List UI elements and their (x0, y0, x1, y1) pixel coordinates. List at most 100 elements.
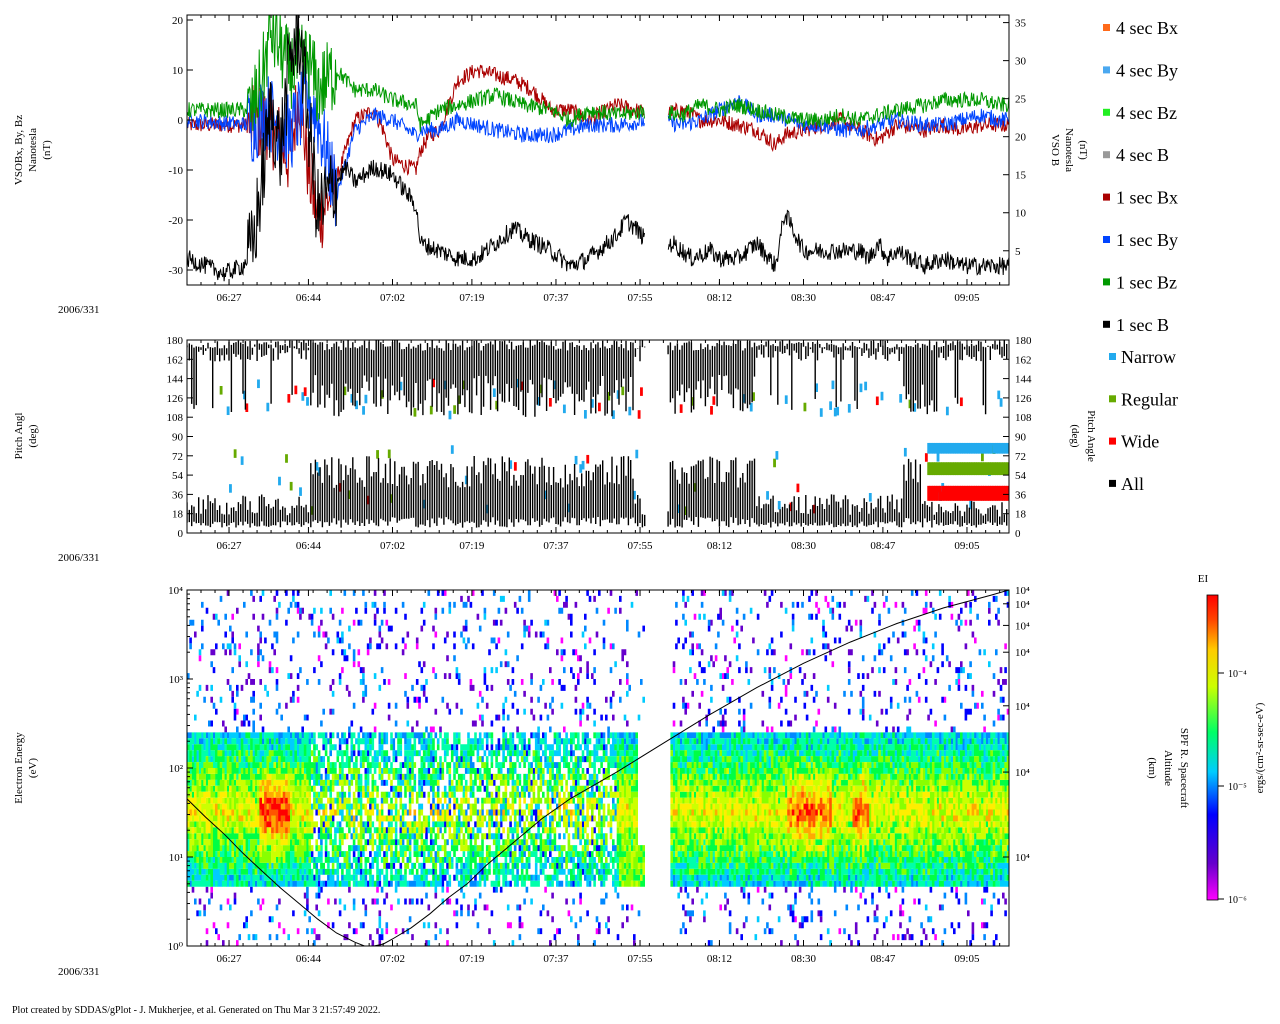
pitch-cell-regular (927, 462, 931, 476)
pitch-cell-narrow (969, 500, 973, 510)
pitch-ytick: 18 (172, 509, 184, 521)
spec-ylabel-2: (eV) (27, 758, 39, 778)
pitch-ytick: 0 (178, 528, 184, 540)
pitch-cell-regular (976, 462, 980, 476)
pitch-cell-wide (789, 502, 793, 512)
spec-cells-level-3 (187, 590, 1007, 946)
pitch-cell-narrow (962, 442, 966, 454)
pitch-cell-regular (945, 462, 949, 476)
pitch-all-lower (187, 456, 1008, 528)
pitch-ytick: 54 (172, 470, 184, 482)
pitch-cell-regular (964, 462, 968, 476)
mag-y2tick: 25 (1015, 94, 1027, 106)
pitch-cell-narrow (903, 447, 907, 457)
pitch-cell-narrow (516, 378, 520, 388)
pitch-cell-narrow (742, 394, 746, 403)
pitch-cell-narrow (964, 442, 968, 454)
spec-cells-level-9 (187, 773, 1009, 852)
pitch-cell-narrow (301, 392, 305, 401)
spec-y2tick: 10⁴ (1015, 767, 1030, 779)
pitch-cell-wide (976, 485, 980, 501)
pitch-cell-wide (287, 394, 291, 403)
pitch-cell-wide (964, 485, 968, 501)
pitch-cell-narrow (399, 381, 403, 391)
pitch-cell-narrow (864, 381, 868, 391)
pitch-cell-regular (1001, 462, 1005, 476)
pitch-cell-regular (219, 386, 223, 395)
date-label-2: 2006/331 (58, 552, 100, 564)
pitch-cell-narrow (927, 442, 931, 454)
pitch-y2label-2: (deg) (1069, 424, 1081, 448)
spec-time-tick: 06:27 (217, 953, 243, 965)
pitch-cell-wide (994, 485, 998, 501)
pitch-cell-narrow (633, 490, 636, 500)
spec-cells-level-10 (189, 779, 1009, 840)
pitch-cell-narrow (448, 410, 452, 420)
pitch-cell-regular (310, 506, 314, 515)
pitch-time-tick: 08:47 (870, 540, 896, 552)
spec-y2label-2: Altitude (1162, 750, 1174, 786)
legend-label: 1 sec Bx (1116, 188, 1178, 208)
pitch-cell-regular (980, 462, 984, 476)
pitch-y2tick: 90 (1015, 432, 1027, 444)
pitch-cell-narrow (943, 442, 947, 454)
date-label-1: 2006/331 (58, 304, 100, 316)
pitch-cell-regular (539, 384, 543, 394)
pitch-cell-narrow (948, 442, 952, 454)
pitch-cell-narrow (994, 442, 998, 454)
pitch-cell-regular (289, 481, 293, 491)
spec-time-tick: 07:02 (380, 953, 405, 965)
pitch-cell-narrow (847, 404, 851, 413)
pitch-cell-wide (962, 485, 966, 501)
pitch-cell-wide (985, 485, 989, 501)
pitch-cell-regular (994, 462, 998, 476)
mag-series-1-sec-bx (187, 64, 1009, 249)
legend-mag: 4 sec Bx 4 sec By 4 sec Bz 4 sec B 1 sec Bx 1… (1103, 18, 1178, 335)
colorbar-tick: 10⁻⁶ (1228, 895, 1247, 906)
legend-swatch (1103, 24, 1110, 31)
mag-y2label-3: (nT) (1077, 140, 1089, 160)
pitch-cell-narrow (784, 395, 788, 404)
pitch-cell-narrow (931, 442, 935, 454)
pitch-cell-regular (413, 408, 417, 417)
spec-ytick: 10¹ (169, 852, 183, 864)
pitch-y2tick: 180 (1015, 335, 1032, 347)
pitch-cell-narrow (950, 442, 954, 454)
pitch-cell-narrow (938, 442, 942, 454)
pitch-y2tick: 162 (1015, 354, 1032, 366)
spec-y2label-1: SPF R. Spacecraft (1178, 728, 1190, 808)
pitch-cell-narrow (1001, 442, 1005, 454)
pitch-cell-regular (495, 400, 499, 410)
pitch-cell-regular (934, 462, 938, 476)
pitch-cell-narrow (240, 456, 244, 465)
pitch-cell-regular (938, 462, 942, 476)
pitch-cell-regular (908, 399, 912, 409)
pitch-cell-narrow (464, 475, 468, 485)
pitch-cell-regular (607, 391, 611, 401)
pitch-cell-regular (348, 490, 351, 499)
pitch-cell-wide (997, 485, 1001, 501)
footer-credit: Plot created by SDDAS/gPlot - J. Mukherj… (12, 1005, 381, 1016)
pitch-time-tick: 08:12 (707, 540, 732, 552)
pitch-cell-regular (955, 462, 959, 476)
pitch-cell-narrow (635, 449, 639, 459)
pitch-cell-regular (693, 483, 697, 492)
legend-swatch (1103, 108, 1110, 116)
pitch-cell-narrow (983, 442, 987, 454)
mag-ytick: 20 (172, 15, 184, 27)
pitch-cell-narrow (987, 442, 991, 454)
pitch-cell-narrow (936, 442, 940, 454)
pitch-cell-narrow (775, 451, 779, 460)
mag-time-tick: 07:55 (628, 292, 654, 304)
mag-ytick: -20 (168, 215, 183, 227)
pitch-ytick: 180 (167, 335, 184, 347)
pitch-cell-narrow (299, 487, 302, 496)
pitch-cell-regular (773, 458, 776, 468)
pitch-cell-narrow (749, 402, 753, 412)
pitch-cell-narrow (966, 442, 970, 454)
pitch-cell-regular (957, 462, 961, 476)
mag-ylabel-1: VSOBx, By, Bz (13, 115, 25, 185)
pitch-cell-narrow (836, 406, 840, 416)
pitch-cell-wide (943, 485, 947, 501)
pitch-cell-narrow (959, 442, 963, 454)
